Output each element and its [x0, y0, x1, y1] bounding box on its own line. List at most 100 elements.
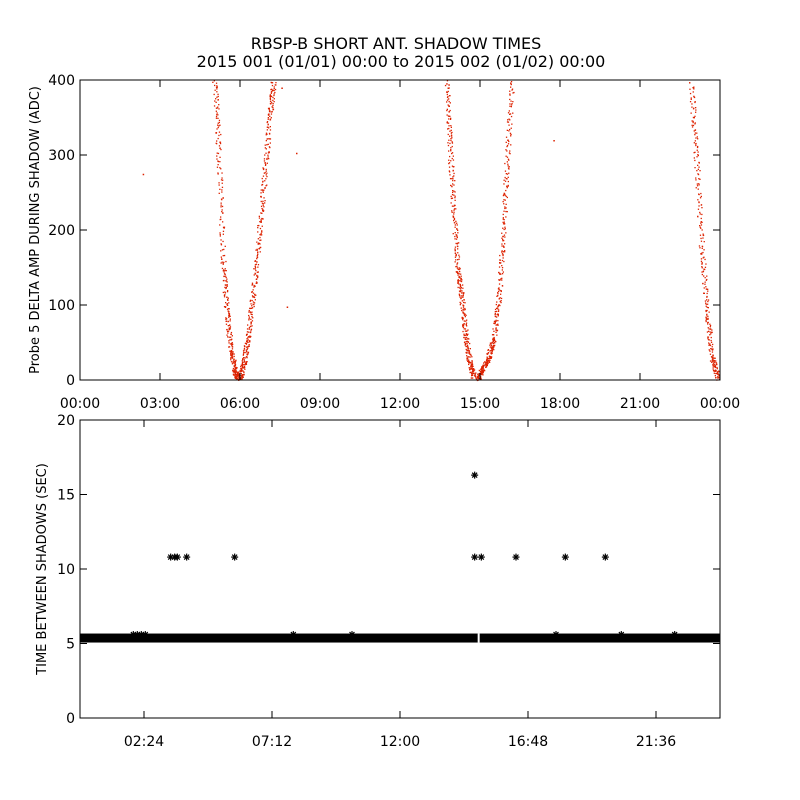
shadow-amp-point [219, 156, 221, 158]
shadow-amp-point [243, 374, 245, 376]
shadow-amp-point [470, 363, 472, 365]
shadow-amp-point [253, 268, 255, 270]
shadow-amp-point [713, 357, 715, 359]
shadow-amp-point [504, 162, 506, 165]
shadow-amp-point [709, 344, 711, 346]
shadow-amp-point [477, 373, 479, 375]
shadow-amp-point [455, 208, 457, 210]
shadow-amp-point [509, 150, 511, 152]
shadow-amp-point [503, 194, 505, 196]
shadow-amp-point [231, 338, 233, 340]
shadow-amp-point [505, 195, 507, 197]
shadow-amp-point [699, 197, 702, 199]
shadow-amp-point [454, 261, 456, 263]
shadow-amp-point [711, 349, 714, 351]
shadow-amp-point [471, 371, 474, 373]
shadow-amp-point [491, 342, 493, 344]
shadow-amp-point [494, 313, 496, 316]
shadow-amp-point [226, 291, 229, 293]
shadow-amp-point [504, 199, 506, 201]
shadow-amp-point [217, 95, 219, 98]
shadow-amp-point [706, 313, 708, 315]
shadow-amp-point [702, 257, 704, 259]
shadow-amp-point [223, 227, 225, 229]
shadow-amp-point [459, 304, 461, 306]
shadow-amp-point [273, 87, 275, 90]
shadow-amp-point [507, 119, 509, 121]
shadow-amp-point [492, 338, 494, 340]
shadow-amp-point [228, 346, 230, 348]
shadow-amp-point [504, 194, 506, 196]
shadow-amp-point [454, 180, 456, 182]
shadow-amp-point [460, 307, 462, 309]
shadow-amp-point [267, 107, 270, 110]
shadow-amp-point [510, 135, 512, 137]
shadow-amp-point [693, 95, 695, 97]
asterisk-stroke [513, 554, 519, 560]
shadow-amp-point [715, 362, 718, 364]
shadow-amp-point [489, 361, 491, 363]
shadow-amp-point [254, 265, 256, 268]
shadow-amp-point [467, 329, 469, 331]
shadow-amp-point [217, 93, 219, 95]
shadow-amp-point [486, 358, 488, 361]
shadow-amp-point [224, 284, 226, 286]
shadow-amp-point [232, 374, 235, 376]
shadow-amp-point [466, 355, 468, 357]
shadow-amp-point [700, 237, 702, 240]
shadow-amp-point [271, 90, 273, 93]
shadow-amp-point [247, 353, 249, 355]
shadow-amp-point [263, 189, 265, 191]
shadow-amp-point [221, 186, 224, 188]
shadow-amp-point [225, 318, 227, 320]
asterisk-stroke [349, 631, 355, 638]
shadow-amp-point [713, 363, 715, 366]
shadow-amp-point [450, 195, 452, 198]
shadow-amp-point [463, 292, 465, 295]
shadow-amp-point [699, 225, 701, 227]
shadow-amp-point [262, 175, 265, 177]
shadow-amp-point [483, 369, 485, 371]
shadow-amp-point [457, 248, 459, 250]
shadow-amp-point [212, 81, 214, 83]
shadow-amp-point [254, 264, 257, 266]
shadow-amp-point [508, 110, 510, 112]
shadow-amp-point [233, 370, 236, 372]
shadow-amp-point [481, 370, 483, 372]
shadow-amp-point [256, 282, 258, 284]
shadow-amp-point [448, 100, 450, 103]
shadow-amp-point [446, 96, 449, 99]
shadow-amp-point [718, 377, 720, 379]
bottom-plot-frame [79, 419, 721, 719]
shadow-amp-point [690, 97, 692, 99]
shadow-amp-point [251, 299, 253, 302]
shadow-amp-point [251, 311, 253, 313]
shadow-amp-point [501, 253, 504, 255]
shadow-amp-point [463, 341, 466, 344]
shadow-amp-point [506, 187, 508, 189]
shadow-amp-point [462, 295, 464, 297]
shadow-amp-point [693, 142, 695, 144]
shadow-amp-point [476, 375, 478, 377]
bottom-y-tick-label: 10 [57, 562, 75, 578]
shadow-amp-point [255, 278, 257, 280]
shadow-amp-point [502, 251, 504, 253]
shadow-amp-point [257, 227, 259, 229]
shadow-amp-point [487, 358, 489, 360]
top-x-tick-label: 00:00 [700, 396, 740, 412]
shadow-amp-point [696, 170, 698, 172]
shadow-amp-point [482, 368, 485, 370]
shadow-amp-point [251, 313, 253, 316]
shadow-amp-point [501, 267, 504, 269]
shadow-amp-point [509, 105, 511, 107]
shadow-amp-point [502, 194, 505, 197]
shadow-amp-point [464, 338, 466, 340]
shadow-amp-point [497, 295, 499, 297]
shadow-amp-point [268, 146, 271, 148]
asterisk-stroke [231, 554, 238, 560]
shadow-amp-point [256, 258, 258, 260]
shadow-amp-point [228, 316, 230, 318]
shadow-amp-point [240, 377, 242, 379]
shadow-amp-point [256, 248, 258, 250]
shadow-amp-point [488, 360, 490, 362]
